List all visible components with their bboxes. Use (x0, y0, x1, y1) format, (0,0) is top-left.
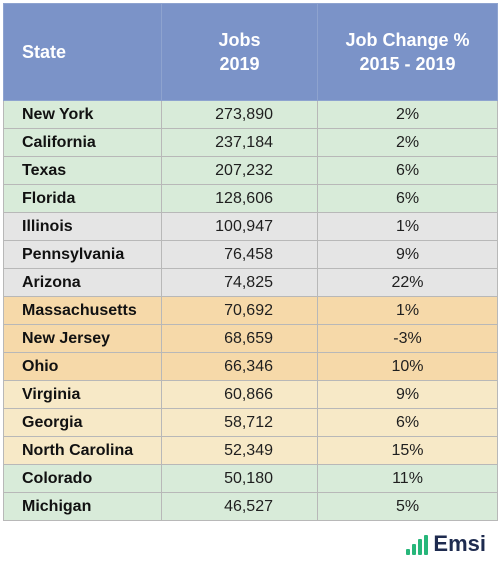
change-cell: 2% (317, 100, 498, 129)
change-cell: 5% (317, 492, 498, 521)
header-job-change: Job Change % 2015 - 2019 (317, 3, 498, 101)
header-jobs: Jobs 2019 (161, 3, 318, 101)
table-row: Massachusetts 70,692 1% (3, 296, 498, 325)
change-cell: 15% (317, 436, 498, 465)
jobs-cell: 52,349 (161, 436, 318, 465)
state-cell: Ohio (3, 352, 162, 381)
jobs-cell: 68,659 (161, 324, 318, 353)
jobs-by-state-table: State Jobs 2019 Job Change % 2015 - 2019… (3, 3, 498, 521)
table-row: Georgia 58,712 6% (3, 408, 498, 437)
state-cell: Florida (3, 184, 162, 213)
jobs-cell: 100,947 (161, 212, 318, 241)
state-cell: New York (3, 100, 162, 129)
jobs-cell: 60,866 (161, 380, 318, 409)
state-cell: Massachusetts (3, 296, 162, 325)
state-cell: California (3, 128, 162, 157)
change-cell: 6% (317, 156, 498, 185)
bar-chart-icon (406, 535, 429, 555)
jobs-table-container: State Jobs 2019 Job Change % 2015 - 2019… (3, 3, 498, 521)
table-header-row: State Jobs 2019 Job Change % 2015 - 2019 (3, 3, 498, 101)
jobs-cell: 58,712 (161, 408, 318, 437)
header-state: State (3, 3, 162, 101)
table-row: Ohio 66,346 10% (3, 352, 498, 381)
jobs-cell: 237,184 (161, 128, 318, 157)
table-row: California 237,184 2% (3, 128, 498, 157)
change-cell: 1% (317, 212, 498, 241)
state-cell: Virginia (3, 380, 162, 409)
logo-text: Emsi (433, 531, 486, 556)
table-row: North Carolina 52,349 15% (3, 436, 498, 465)
jobs-cell: 46,527 (161, 492, 318, 521)
header-jobs-line2: 2019 (219, 54, 260, 74)
change-cell: 6% (317, 408, 498, 437)
change-cell: 10% (317, 352, 498, 381)
table-row: Arizona 74,825 22% (3, 268, 498, 297)
table-row: Florida 128,606 6% (3, 184, 498, 213)
jobs-cell: 273,890 (161, 100, 318, 129)
header-jobs-line1: Jobs (218, 30, 261, 50)
table-row: New Jersey 68,659 -3% (3, 324, 498, 353)
state-cell: Michigan (3, 492, 162, 521)
jobs-cell: 50,180 (161, 464, 318, 493)
emsi-logo: Emsi (406, 533, 486, 555)
state-cell: Arizona (3, 268, 162, 297)
change-cell: 6% (317, 184, 498, 213)
change-cell: 1% (317, 296, 498, 325)
header-change-line2: 2015 - 2019 (359, 54, 456, 74)
change-cell: 11% (317, 464, 498, 493)
table-row: Michigan 46,527 5% (3, 492, 498, 521)
state-cell: Pennsylvania (3, 240, 162, 269)
jobs-cell: 207,232 (161, 156, 318, 185)
table-row: Illinois 100,947 1% (3, 212, 498, 241)
jobs-cell: 70,692 (161, 296, 318, 325)
jobs-cell: 76,458 (161, 240, 318, 269)
table-row: New York 273,890 2% (3, 100, 498, 129)
state-cell: New Jersey (3, 324, 162, 353)
change-cell: 2% (317, 128, 498, 157)
table-row: Virginia 60,866 9% (3, 380, 498, 409)
state-cell: Colorado (3, 464, 162, 493)
change-cell: 9% (317, 240, 498, 269)
change-cell: 22% (317, 268, 498, 297)
table-row: Colorado 50,180 11% (3, 464, 498, 493)
table-row: Pennsylvania 76,458 9% (3, 240, 498, 269)
table-row: Texas 207,232 6% (3, 156, 498, 185)
state-cell: Texas (3, 156, 162, 185)
state-cell: Georgia (3, 408, 162, 437)
jobs-cell: 128,606 (161, 184, 318, 213)
change-cell: -3% (317, 324, 498, 353)
change-cell: 9% (317, 380, 498, 409)
header-change-line1: Job Change % (345, 30, 470, 50)
state-cell: North Carolina (3, 436, 162, 465)
state-cell: Illinois (3, 212, 162, 241)
jobs-cell: 74,825 (161, 268, 318, 297)
jobs-cell: 66,346 (161, 352, 318, 381)
